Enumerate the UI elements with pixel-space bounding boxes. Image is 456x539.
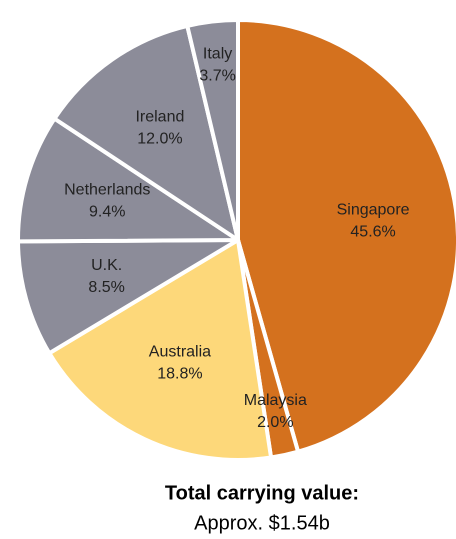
- pie-slice: [52, 23, 240, 242]
- slice-value-label: 18.8%: [157, 366, 202, 383]
- pie-slice: [185, 18, 240, 242]
- slice-value-label: 45.6%: [350, 223, 395, 240]
- slice-label: Australia: [149, 344, 211, 361]
- slice-value-label: 8.5%: [88, 279, 124, 296]
- slice-value-label: 2.0%: [257, 414, 293, 431]
- slice-label: Singapore: [337, 201, 410, 218]
- slice-label: U.K.: [91, 257, 122, 274]
- slice-label: Netherlands: [64, 181, 150, 198]
- slice-label: Malaysia: [244, 392, 307, 409]
- slice-value-label: 12.0%: [137, 130, 182, 147]
- pie-slice: [16, 116, 240, 244]
- pie-slice: [47, 238, 274, 462]
- slice-label: Ireland: [135, 108, 184, 125]
- slice-label: Italy: [203, 45, 232, 62]
- slice-value-label: 9.4%: [89, 203, 125, 220]
- chart-subtitle: Approx. $1.54b: [194, 512, 330, 534]
- pie-slice: [16, 238, 240, 356]
- chart-title: Total carrying value:: [165, 482, 359, 504]
- slice-value-label: 3.7%: [199, 67, 235, 84]
